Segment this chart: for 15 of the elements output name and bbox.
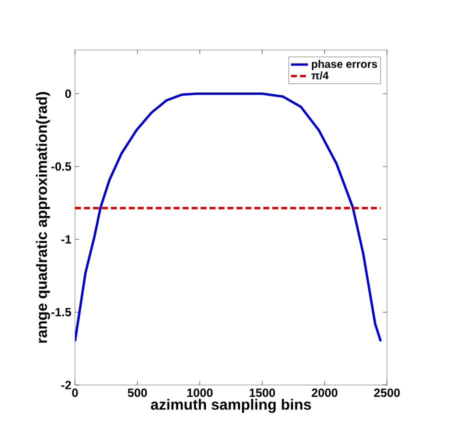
x-tick-label: 2000: [312, 388, 338, 397]
legend-label: phase errors: [312, 60, 378, 70]
x-tick-label: 0: [72, 388, 78, 397]
x-tick-label: 1500: [250, 388, 275, 397]
y-tick-label: -1.5: [51, 308, 72, 316]
y-axis-title: range quadratic approximation(rad): [36, 92, 50, 343]
x-axis-title: azimuth sampling bins: [150, 398, 311, 413]
y-tick-label: -2: [61, 380, 72, 390]
y-tick-label: 0: [65, 89, 71, 98]
legend-label: π/4: [311, 71, 329, 80]
x-tick-label: 500: [128, 388, 147, 397]
x-tick-label: 1000: [187, 388, 213, 397]
y-tick-label: -0.5: [51, 162, 72, 171]
y-tick-label: -1: [61, 235, 72, 244]
x-tick-label: 2500: [374, 388, 400, 397]
